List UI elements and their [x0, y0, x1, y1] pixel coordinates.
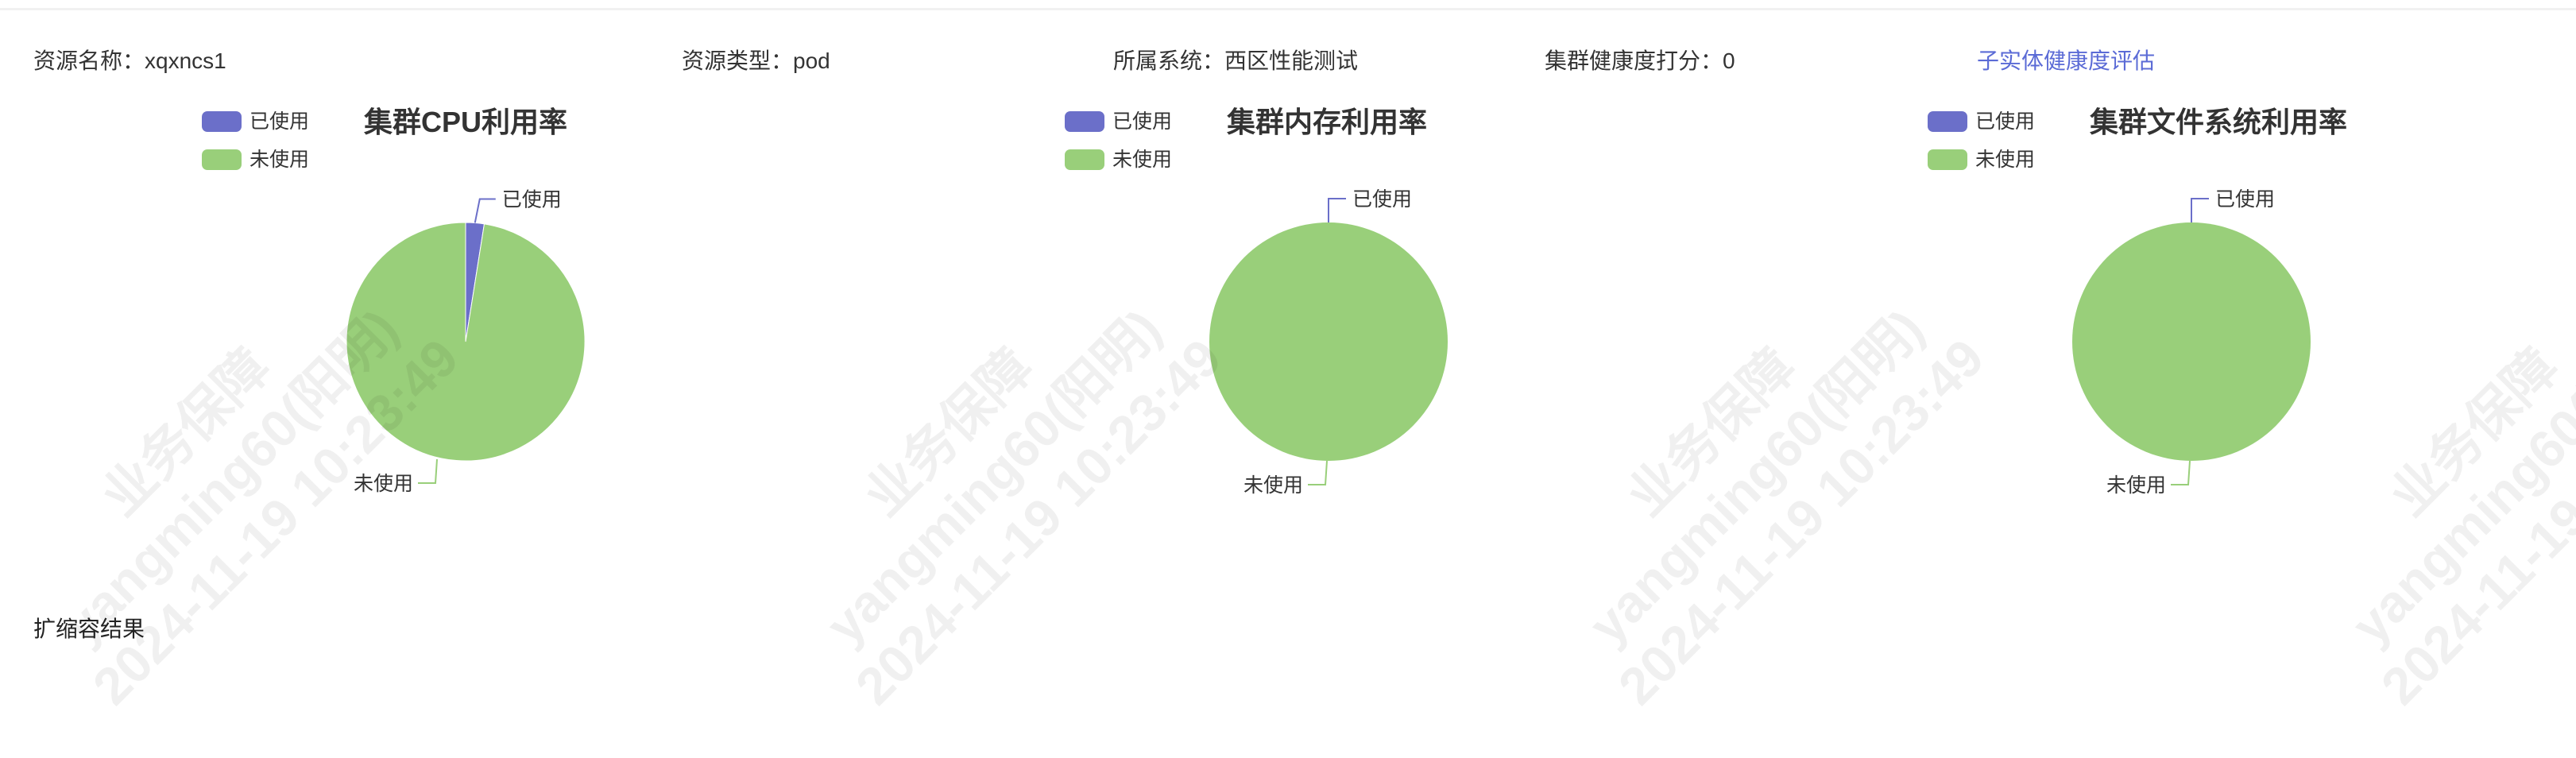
slice-label-used: 已使用: [2215, 188, 2275, 211]
sub-entity-health-link[interactable]: 子实体健康度评估: [1977, 48, 2156, 73]
legend-swatch-unused[interactable]: [202, 149, 242, 170]
leader-line-unused: [1308, 460, 1328, 485]
legend-label-used[interactable]: 已使用: [1112, 110, 1172, 133]
slice-label-unused: 未使用: [2106, 474, 2166, 497]
health-score-value: 0: [1723, 48, 1735, 73]
leader-line-used: [2191, 198, 2209, 222]
leader-line-used: [1328, 198, 1346, 222]
slice-label-unused: 未使用: [354, 473, 413, 495]
slice-label-used: 已使用: [1352, 188, 1412, 211]
system-label: 所属系统：: [1113, 48, 1225, 73]
legend-label-unused[interactable]: 未使用: [1975, 149, 2035, 171]
top-divider: [0, 0, 2576, 10]
legend-swatch-unused[interactable]: [1928, 149, 1967, 170]
leader-line-unused: [418, 458, 438, 484]
scaling-result-title: 扩缩容结果: [33, 617, 145, 641]
pie-slice-unused[interactable]: [346, 222, 586, 462]
memory-usage-chart: 已使用 未使用 集群内存利用率 已使用 未使用: [863, 87, 1657, 532]
resource-name-value: xqxncs1: [145, 48, 226, 73]
resource-type: 资源类型：pod: [682, 44, 830, 75]
cpu-usage-chart: 已使用 未使用 集群CPU利用率 已使用 未使用: [0, 87, 795, 532]
pie-slice-unused[interactable]: [2072, 222, 2311, 461]
legend-swatch-unused[interactable]: [1065, 149, 1104, 170]
legend-swatch-used[interactable]: [1928, 111, 1967, 132]
leader-line-used: [474, 198, 496, 223]
health-score: 集群健康度打分：0: [1545, 44, 1735, 75]
filesystem-usage-chart: 已使用 未使用 集群文件系统利用率 已使用 未使用: [1726, 87, 2520, 532]
chart-title: 集群内存利用率: [1226, 106, 1427, 138]
system: 所属系统：西区性能测试: [1113, 44, 1358, 75]
legend-label-used[interactable]: 已使用: [1975, 110, 2035, 133]
resource-name-label: 资源名称：: [33, 48, 145, 73]
leader-line-unused: [2171, 460, 2191, 485]
resource-name: 资源名称：xqxncs1: [33, 44, 226, 75]
health-score-label: 集群健康度打分：: [1545, 48, 1723, 73]
system-value: 西区性能测试: [1224, 48, 1359, 73]
legend-label-used[interactable]: 已使用: [249, 110, 309, 133]
legend-swatch-used[interactable]: [202, 111, 242, 132]
resource-type-label: 资源类型：: [682, 48, 794, 73]
pie-slice-unused[interactable]: [1209, 222, 1448, 461]
legend-label-unused[interactable]: 未使用: [1112, 149, 1172, 171]
resource-type-value: pod: [793, 48, 830, 73]
chart-title: 集群文件系统利用率: [2089, 106, 2347, 138]
slice-label-used: 已使用: [502, 188, 562, 211]
chart-title: 集群CPU利用率: [363, 106, 567, 138]
legend-label-unused[interactable]: 未使用: [249, 149, 309, 171]
legend-swatch-used[interactable]: [1065, 111, 1104, 132]
slice-label-unused: 未使用: [1244, 474, 1303, 497]
